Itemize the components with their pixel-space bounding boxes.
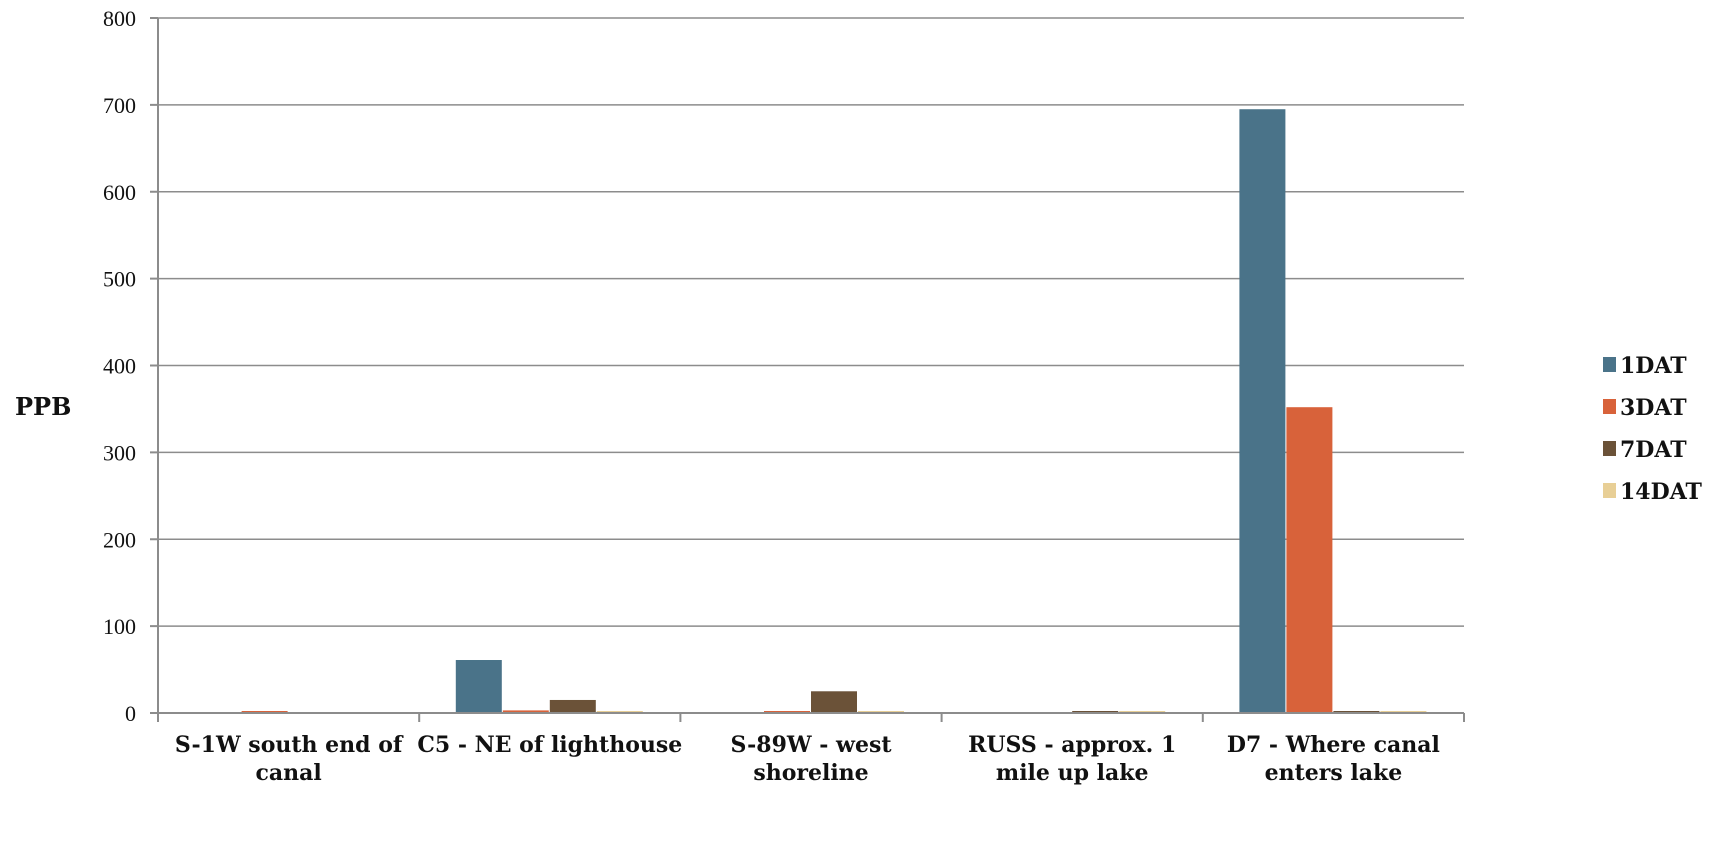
- bar-3dat-4: [1286, 407, 1333, 713]
- x-category-label: C5 - NE of lighthouse: [417, 732, 682, 758]
- y-tick-label: 700: [103, 93, 136, 118]
- legend-swatch-3dat: [1603, 399, 1616, 414]
- axes: [150, 17, 1465, 722]
- y-tick-label: 500: [103, 267, 136, 292]
- legend-label-1dat: 1DAT: [1620, 353, 1687, 379]
- bar-1dat-1: [455, 660, 502, 713]
- x-category-label: S-1W south end of: [175, 732, 404, 758]
- x-category-label: RUSS - approx. 1: [968, 732, 1176, 758]
- bar-1dat-4: [1239, 109, 1286, 713]
- y-tick-labels: 0 100 200 300 400 500 600 700 800: [103, 6, 136, 726]
- gridlines: [158, 17, 1464, 627]
- y-tick-label: 600: [103, 180, 136, 205]
- x-category-label: D7 - Where canal: [1227, 732, 1440, 758]
- x-category-label: enters lake: [1265, 760, 1403, 786]
- legend-label-14dat: 14DAT: [1620, 479, 1703, 505]
- bars: [241, 109, 1427, 713]
- bar-7dat-2: [811, 691, 857, 713]
- y-tick-label: 400: [103, 354, 136, 379]
- y-tick-label: 0: [125, 701, 136, 726]
- bar-3dat-1: [502, 710, 549, 713]
- legend-swatch-14dat: [1603, 483, 1616, 498]
- y-tick-label: 100: [103, 614, 136, 639]
- legend-label-3dat: 3DAT: [1620, 395, 1687, 421]
- bar-7dat-1: [549, 699, 596, 713]
- legend-label-7dat: 7DAT: [1620, 437, 1687, 463]
- legend: 1DAT 3DAT 7DAT 14DAT: [1603, 353, 1703, 505]
- legend-swatch-7dat: [1603, 441, 1616, 456]
- legend-swatch-1dat: [1603, 357, 1616, 372]
- x-category-label: canal: [255, 760, 321, 786]
- y-tick-label: 300: [103, 440, 136, 465]
- x-category-label: shoreline: [753, 760, 868, 786]
- y-tick-label: 800: [103, 6, 136, 31]
- y-tick-label: 200: [103, 527, 136, 552]
- x-category-label: S-89W - west: [730, 732, 892, 758]
- y-axis-title: PPB: [15, 392, 71, 421]
- x-category-label: mile up lake: [996, 760, 1149, 786]
